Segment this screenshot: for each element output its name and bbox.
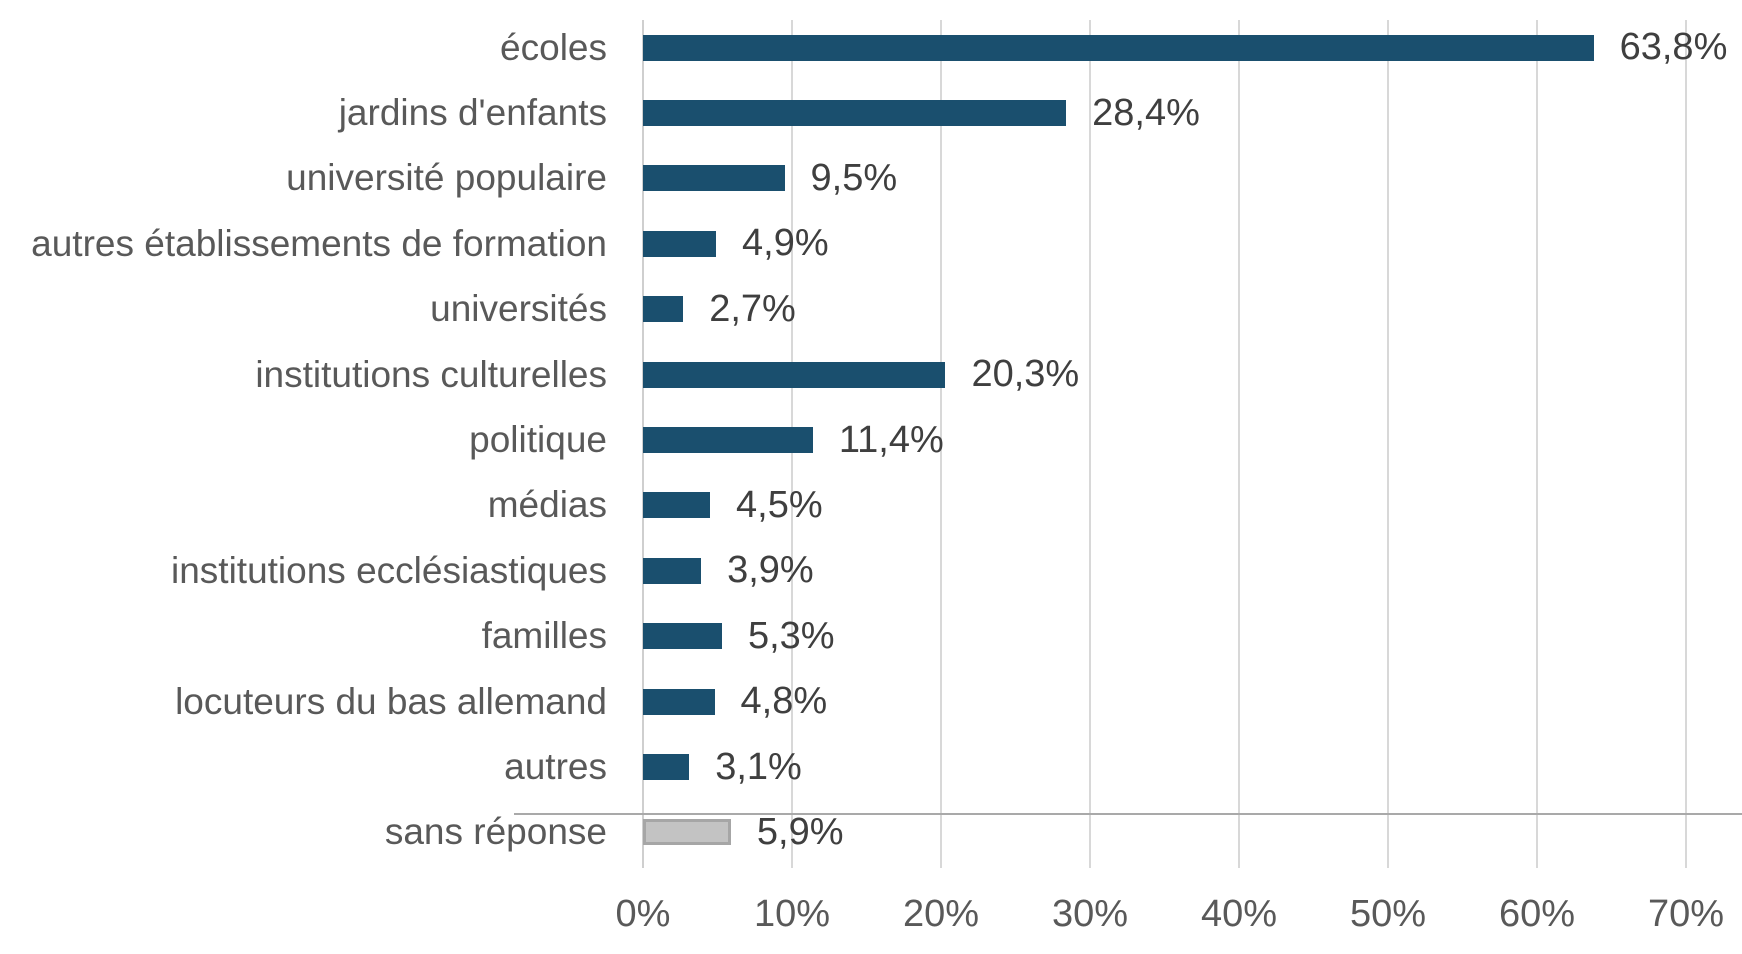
bar-row: autres 3,1% [0, 734, 1742, 799]
bar [643, 165, 785, 192]
bar [643, 754, 690, 781]
category-label: universités [430, 288, 607, 330]
x-tick-label: 50% [1349, 893, 1427, 935]
value-label: 20,3% [971, 353, 1080, 396]
category-label: autres [504, 746, 607, 788]
bar-no-answer [643, 819, 731, 846]
bar-row: écoles 63,8% [0, 15, 1742, 80]
bar [643, 688, 715, 715]
bar [643, 492, 711, 519]
category-label: institutions culturelles [255, 353, 607, 395]
category-label: institutions ecclésiastiques [171, 549, 607, 591]
value-label: 4,5% [736, 483, 823, 526]
bar-row: institutions culturelles 20,3% [0, 342, 1742, 407]
bar-row: sans réponse 5,9% [0, 800, 1742, 865]
bar [643, 623, 722, 650]
bar [643, 296, 684, 323]
bar-row: familles 5,3% [0, 604, 1742, 669]
bar-row: université populaire 9,5% [0, 146, 1742, 211]
category-label: locuteurs du bas allemand [175, 680, 607, 722]
value-label: 2,7% [709, 287, 796, 330]
bar-row: politique 11,4% [0, 407, 1742, 472]
value-label: 28,4% [1092, 91, 1200, 134]
category-label: jardins d'enfants [338, 92, 607, 134]
value-label: 4,8% [740, 680, 828, 723]
bar-row: autres établissements de formation 4,9% [0, 211, 1742, 276]
x-tick-label: 0% [615, 893, 671, 935]
category-label: écoles [500, 26, 607, 68]
gridline [1089, 20, 1091, 868]
bar [643, 427, 813, 454]
value-label: 11,4% [838, 418, 944, 461]
bar-row: médias 4,5% [0, 473, 1742, 538]
gridline [940, 20, 942, 868]
bar [643, 34, 1594, 61]
value-label: 4,9% [742, 222, 829, 265]
category-label: sans réponse [384, 811, 607, 853]
category-label: médias [487, 484, 607, 526]
bar [643, 361, 946, 388]
gridline [1685, 20, 1687, 868]
category-label: familles [481, 615, 607, 657]
value-label: 3,9% [727, 549, 814, 592]
x-tick-label: 70% [1647, 893, 1725, 935]
bar [643, 230, 716, 257]
x-tick-label: 40% [1200, 893, 1278, 935]
separator-line [514, 813, 1742, 815]
bar [643, 100, 1067, 127]
gridline [1238, 20, 1240, 868]
value-label: 5,3% [747, 614, 835, 657]
x-tick-label: 60% [1498, 893, 1576, 935]
bar-row: institutions ecclésiastiques 3,9% [0, 538, 1742, 603]
category-label: autres établissements de formation [31, 222, 607, 264]
value-label: 3,1% [715, 745, 802, 788]
x-tick-label: 20% [902, 893, 980, 935]
bar-row: universités 2,7% [0, 277, 1742, 342]
x-tick-label: 30% [1051, 893, 1129, 935]
value-label: 63,8% [1619, 26, 1728, 69]
gridline [1387, 20, 1389, 868]
gridline [1536, 20, 1538, 868]
category-label: université populaire [286, 157, 607, 199]
bar [643, 557, 702, 584]
value-label: 5,9% [756, 810, 844, 853]
bar-row: jardins d'enfants 28,4% [0, 80, 1742, 145]
category-label: politique [469, 419, 607, 461]
value-label: 9,5% [810, 156, 898, 199]
x-tick-label: 10% [753, 893, 831, 935]
bar-row: locuteurs du bas allemand 4,8% [0, 669, 1742, 734]
